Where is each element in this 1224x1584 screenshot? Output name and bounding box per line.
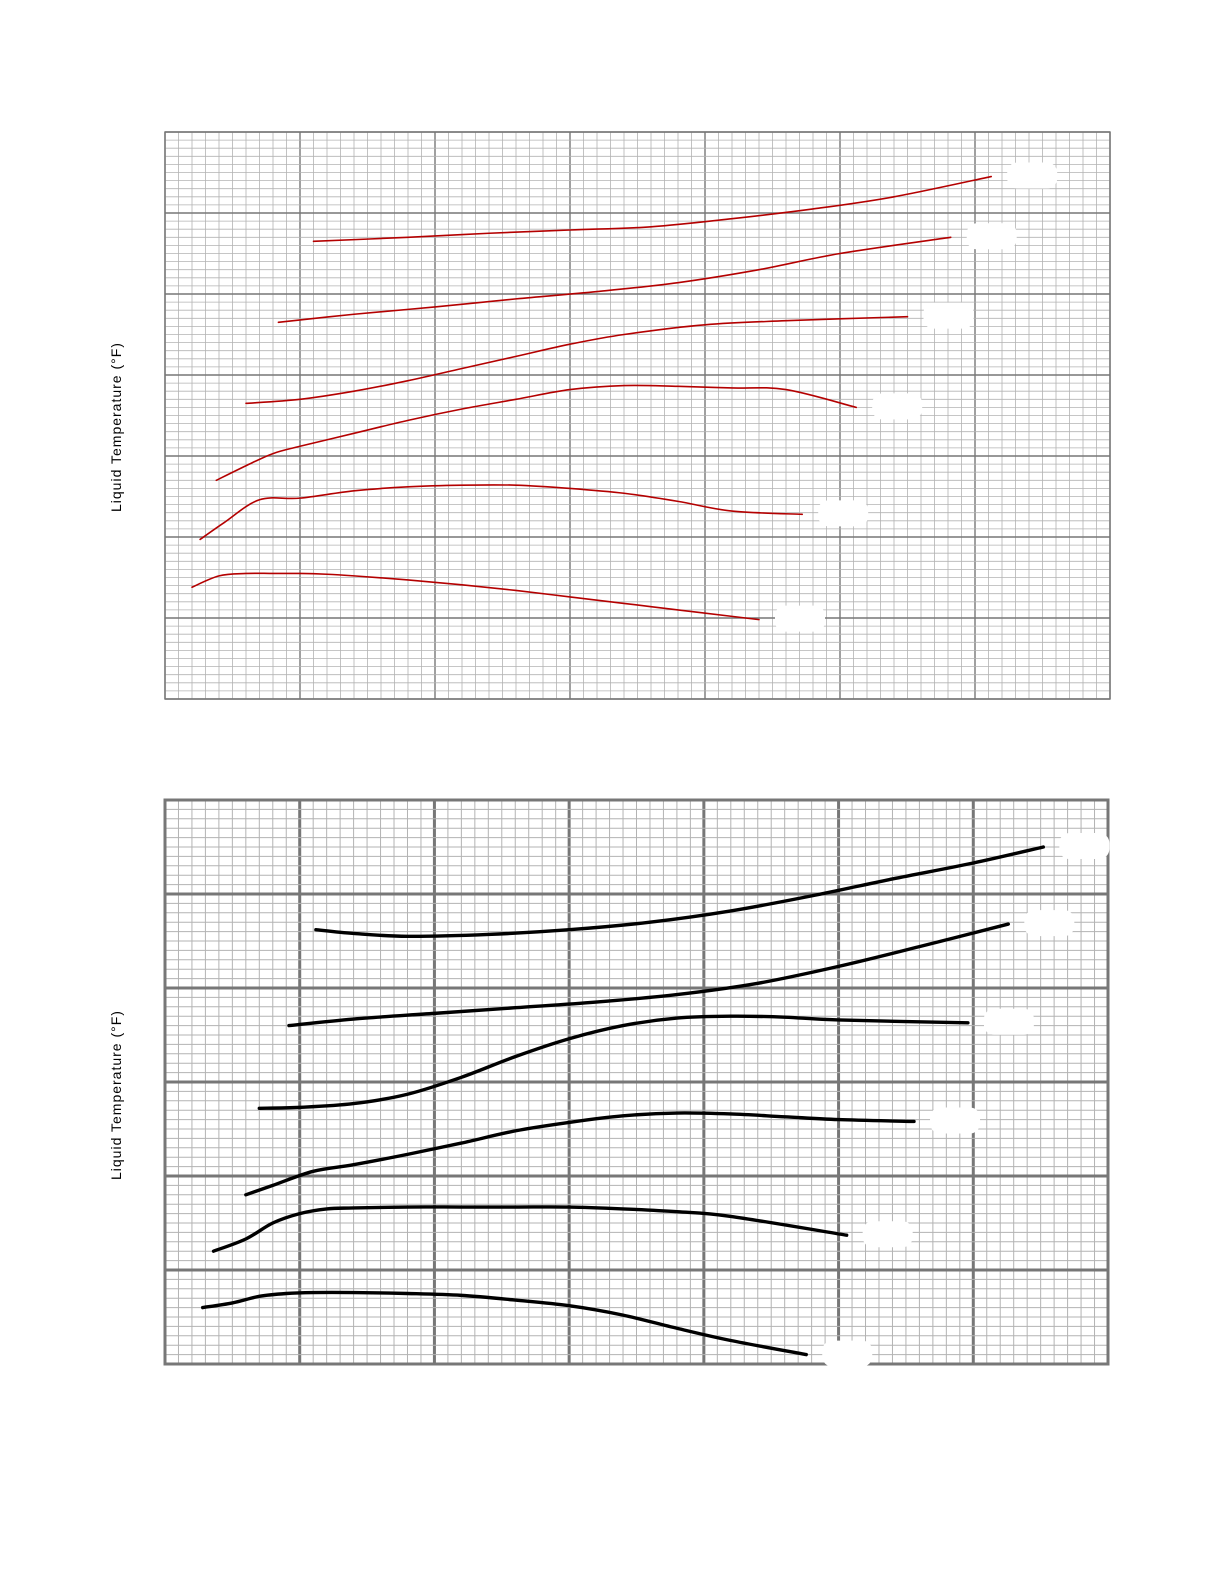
- series-line-1: [312, 175, 992, 243]
- plot-frame: [163, 798, 1110, 1366]
- chart-top: Liquid Temperature (°F): [0, 0, 1224, 760]
- series-line-3: [245, 315, 909, 405]
- series-end-label-blank: [1024, 910, 1075, 937]
- series-end-label-blank: [930, 1107, 981, 1134]
- chart-top-plot: [164, 131, 1111, 700]
- series-line-6: [191, 572, 760, 621]
- plot-frame: [164, 131, 1111, 700]
- series-line-2: [287, 922, 1011, 1028]
- series-end-label-blank: [818, 500, 869, 527]
- series-line-6: [201, 1290, 808, 1357]
- series-line-3: [257, 1014, 970, 1111]
- series-end-label-blank: [983, 1008, 1034, 1035]
- series-end-label-blank: [872, 393, 923, 420]
- series-end-label-blank: [966, 223, 1017, 250]
- grid: [163, 798, 1110, 1366]
- series-line-4: [215, 384, 857, 482]
- series-end-label-blank: [775, 605, 825, 632]
- chart-bottom-plot: [163, 798, 1110, 1367]
- series-line-1: [314, 845, 1046, 939]
- grid: [164, 131, 1111, 700]
- series-line-4: [244, 1111, 916, 1197]
- series-end-label-blank: [862, 1221, 913, 1248]
- series-end-label-blank: [1059, 833, 1110, 859]
- series-line-5: [211, 1205, 849, 1253]
- series-end-label-blank: [923, 302, 974, 329]
- series-end-label-blank: [822, 1340, 873, 1367]
- series-line-2: [277, 236, 952, 324]
- series-end-label-blank: [1007, 162, 1058, 189]
- series-line-5: [199, 484, 803, 541]
- chart-bottom: Liquid Temperature (°F): [0, 760, 1224, 1584]
